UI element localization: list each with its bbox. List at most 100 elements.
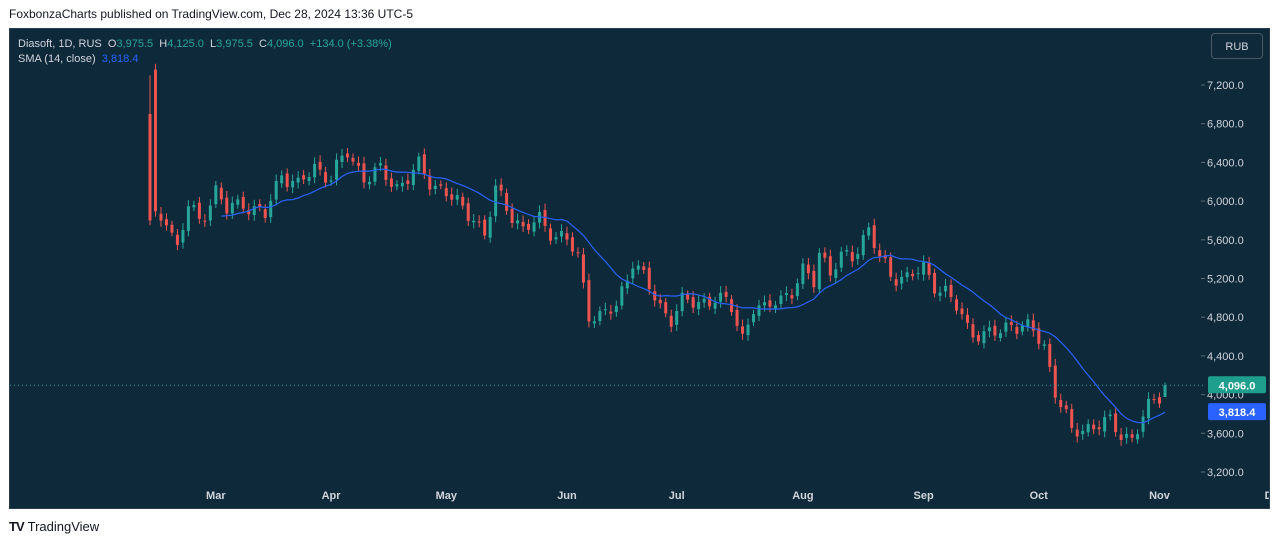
candle-body — [735, 309, 739, 326]
candle-body — [428, 175, 432, 190]
candle-body — [1158, 397, 1162, 404]
candle-body — [960, 308, 964, 315]
candle-body — [927, 262, 931, 275]
x-tick-label: Oct — [1030, 490, 1049, 502]
candle-body — [697, 302, 701, 310]
candle-body — [916, 273, 920, 275]
candle-body — [911, 273, 915, 277]
candle-body — [263, 209, 267, 218]
candle-body — [971, 324, 975, 338]
candle-body — [302, 175, 306, 180]
candle-body — [378, 163, 382, 166]
candle-body — [1152, 399, 1156, 401]
candle-body — [466, 203, 470, 221]
candle-body — [472, 220, 476, 223]
candle-body — [872, 225, 876, 249]
candle-body — [367, 181, 371, 185]
candle-body — [488, 217, 492, 238]
candle-body — [247, 209, 251, 215]
candle-body — [636, 265, 640, 270]
y-tick-label: 7,200.0 — [1207, 80, 1244, 92]
candle-body — [779, 295, 783, 304]
candle-body — [631, 268, 635, 279]
candle-body — [922, 262, 926, 275]
candle-body — [565, 233, 569, 240]
candle-body — [900, 276, 904, 284]
chart-panel[interactable]: 3,200.0 3,600.0 4,000.0 4,400.0 4,800.0 5,200… — [9, 28, 1270, 509]
candle-body — [1048, 343, 1052, 367]
candle-body — [307, 177, 311, 181]
candle-body — [406, 180, 410, 184]
candle-body — [329, 180, 333, 182]
x-tick-label: Nov — [1149, 490, 1171, 502]
candle-body — [1075, 429, 1079, 437]
candle-body — [938, 292, 942, 296]
high-label: H — [159, 38, 168, 50]
candle-body — [609, 311, 613, 314]
candle-body — [1092, 424, 1096, 430]
candle-body — [280, 175, 284, 184]
candle-body — [362, 163, 366, 183]
candle-body — [1070, 409, 1074, 428]
x-tick-label: Jul — [669, 490, 685, 502]
candle-body — [850, 252, 854, 262]
candle-body — [746, 324, 750, 336]
candle-body — [521, 221, 525, 227]
candle-body — [1141, 416, 1145, 432]
footer-brand[interactable]: TV TradingView — [9, 519, 99, 534]
candle-body — [823, 252, 827, 258]
currency-button[interactable]: RUB — [1211, 33, 1263, 59]
open-label: O — [107, 38, 117, 50]
last-price-badge — [1208, 376, 1266, 394]
candle-body — [439, 184, 443, 186]
candle-body — [164, 219, 168, 226]
candle-body — [795, 283, 799, 297]
candle-body — [828, 256, 832, 276]
candle-body — [889, 257, 893, 277]
candle-body — [592, 321, 596, 324]
candle-body — [214, 185, 218, 205]
candle-body — [713, 302, 717, 309]
candle-body — [806, 264, 810, 274]
symbol-info[interactable]: Diasoft, 1D, RUS — [18, 38, 102, 50]
price-chart[interactable]: 3,200.03,600.04,000.04,400.04,800.05,200… — [10, 29, 1270, 509]
candle-body — [554, 237, 558, 240]
candle-body — [944, 285, 948, 292]
candle-body — [1037, 328, 1041, 344]
candle-body — [587, 280, 591, 322]
candle-body — [340, 155, 344, 163]
candle-body — [148, 114, 152, 221]
candle-body — [411, 169, 415, 186]
close-label: C — [259, 38, 267, 50]
low-value: 3,975.5 — [216, 38, 253, 50]
candle-body — [225, 197, 229, 214]
candle-body — [883, 255, 887, 259]
candle-body — [395, 184, 399, 187]
candle-body — [987, 327, 991, 332]
candle-body — [834, 269, 838, 278]
sma-line — [221, 168, 1166, 424]
candle-body — [400, 182, 404, 187]
candle-body — [285, 173, 289, 188]
candle-body — [181, 229, 185, 243]
candle-body — [647, 267, 651, 290]
candle-body — [296, 177, 300, 183]
y-tick-label: 5,600.0 — [1207, 235, 1244, 247]
candle-body — [845, 250, 849, 252]
candle-body — [384, 165, 388, 180]
candle-body — [664, 302, 668, 314]
candle-body — [351, 158, 355, 162]
candle-body — [170, 224, 174, 233]
sma-row[interactable]: SMA (14, close) 3,818.4 — [18, 52, 392, 67]
change-value: +134.0 (+3.38%) — [309, 38, 392, 50]
candle-body — [752, 314, 756, 323]
candle-body — [686, 294, 690, 300]
candle-body — [559, 231, 563, 237]
candle-body — [625, 280, 629, 289]
candle-body — [532, 222, 536, 232]
candle-body — [933, 272, 937, 294]
candle-body — [208, 205, 212, 221]
candle-body — [1086, 423, 1090, 433]
x-tick-label: May — [436, 490, 458, 502]
candle-body — [581, 254, 585, 283]
